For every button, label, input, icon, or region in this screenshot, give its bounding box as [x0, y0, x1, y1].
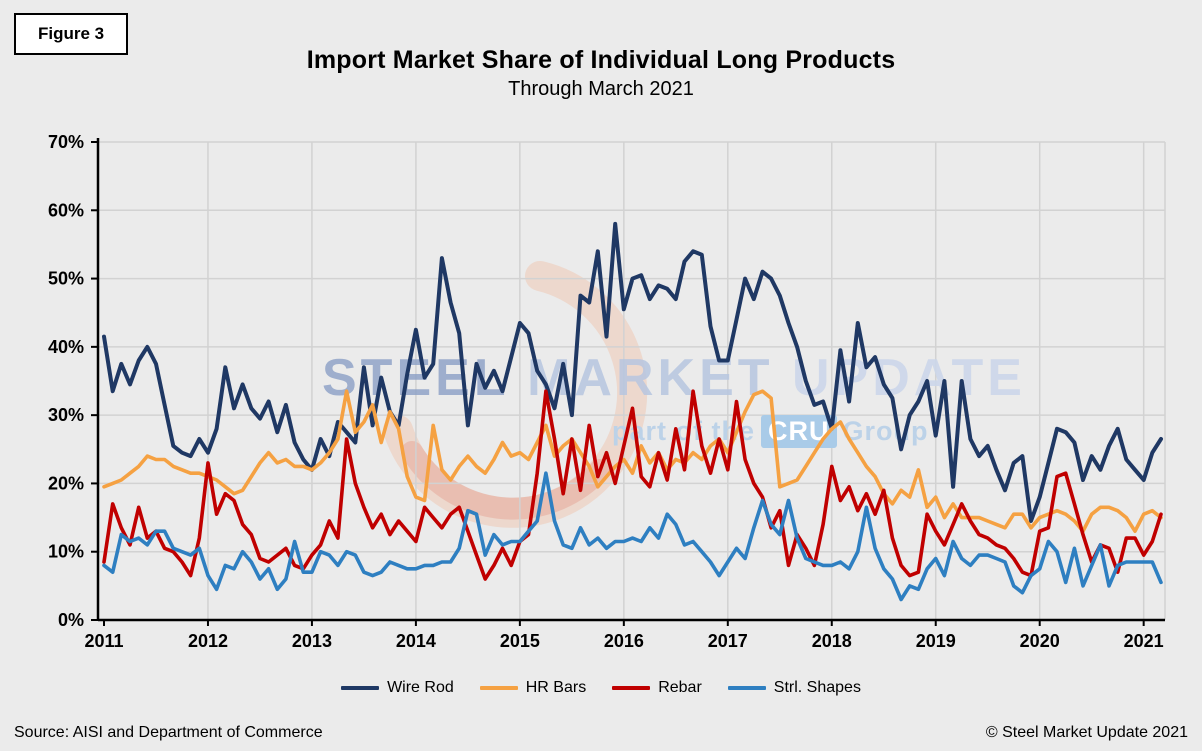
- x-tick-label: 2012: [188, 631, 228, 651]
- x-tick-label: 2015: [500, 631, 540, 651]
- x-axis-labels: 2011 2012 2013 2014 2015 2016 2017 2018 2019 2020…: [84, 631, 1163, 651]
- legend-item: Rebar: [612, 679, 702, 697]
- y-axis-labels: 0% 10% 20% 30% 40% 50% 60% 70%: [48, 132, 84, 630]
- axes: [91, 138, 1165, 626]
- legend-label: Wire Rod: [387, 679, 454, 696]
- y-tick-label: 60%: [48, 200, 84, 220]
- x-tick-label: 2011: [84, 631, 123, 651]
- x-tick-label: 2018: [812, 631, 852, 651]
- x-tick-label: 2019: [916, 631, 956, 651]
- legend-item: Strl. Shapes: [727, 679, 861, 697]
- y-tick-label: 70%: [48, 132, 84, 152]
- legend-swatch: [341, 686, 380, 690]
- series-line-wire-rod: [102, 221, 1163, 523]
- series-line-strl-shapes: [102, 471, 1163, 602]
- legend-item: Wire Rod: [341, 679, 454, 697]
- watermark-tagline-suffix: Group: [842, 416, 929, 446]
- x-tick-label: 2021: [1124, 631, 1164, 651]
- x-tick-label: 2017: [708, 631, 748, 651]
- series-line-rebar: [102, 389, 1163, 581]
- legend-label: Rebar: [658, 679, 702, 696]
- source-note: Source: AISI and Department of Commerce: [14, 724, 323, 741]
- y-tick-label: 0%: [58, 610, 84, 630]
- x-tick-label: 2014: [396, 631, 436, 651]
- y-tick-label: 30%: [48, 405, 84, 425]
- legend-swatch: [612, 686, 651, 690]
- y-tick-label: 50%: [48, 269, 84, 289]
- legend-swatch: [479, 686, 518, 690]
- y-tick-label: 10%: [48, 542, 84, 562]
- legend-label: Strl. Shapes: [773, 679, 861, 696]
- figure-label: Figure 3: [14, 13, 129, 55]
- legend-item: HR Bars: [479, 679, 587, 697]
- chart-subtitle: Through March 2021: [508, 78, 694, 100]
- legend-swatch: [727, 686, 766, 690]
- copyright-note: © Steel Market Update 2021: [985, 724, 1188, 741]
- chart-legend: Wire Rod HR Bars Rebar Strl. Shapes: [0, 679, 1202, 697]
- x-tick-label: 2013: [292, 631, 332, 651]
- y-tick-label: 40%: [48, 337, 84, 357]
- x-tick-label: 2020: [1020, 631, 1060, 651]
- x-tick-label: 2016: [604, 631, 644, 651]
- chart-title: Import Market Share of Individual Long P…: [306, 46, 896, 74]
- y-tick-label: 20%: [48, 473, 84, 493]
- legend-label: HR Bars: [525, 679, 587, 696]
- figure-label-text: Figure 3: [38, 24, 105, 43]
- series-line-hr-bars: [102, 389, 1163, 534]
